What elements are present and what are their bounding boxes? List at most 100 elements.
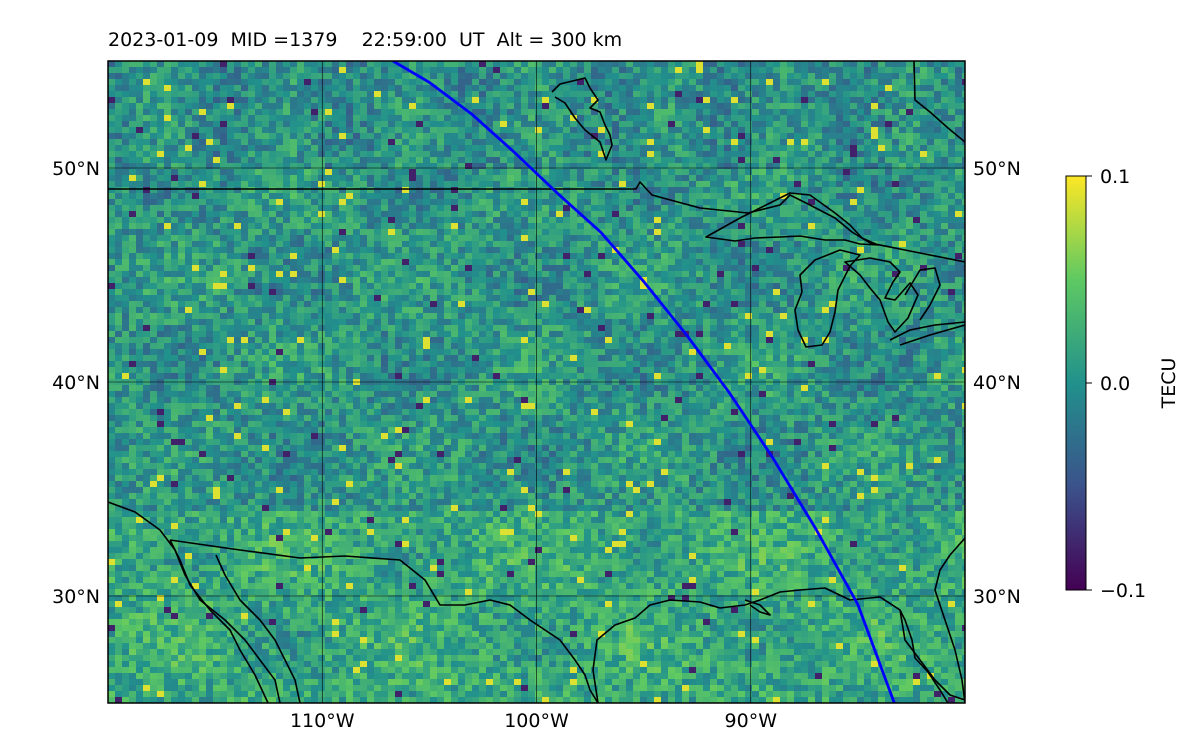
tec-cell <box>752 187 760 194</box>
tec-cell <box>584 223 592 230</box>
tec-cell <box>829 259 837 266</box>
tec-cell <box>556 259 564 266</box>
tec-cell <box>290 235 298 242</box>
tec-cell <box>227 283 235 290</box>
tec-cell <box>374 133 382 140</box>
tec-cell <box>689 127 697 134</box>
tec-cell <box>913 91 921 98</box>
tec-cell <box>437 253 445 260</box>
tec-cell <box>234 67 242 74</box>
tec-cell <box>850 217 858 224</box>
tec-cell <box>927 91 935 98</box>
tec-cell <box>346 67 354 74</box>
tec-cell <box>444 139 452 146</box>
tec-cell <box>304 181 312 188</box>
tec-cell <box>927 115 935 122</box>
tec-cell <box>794 271 802 278</box>
tec-cell <box>955 73 963 80</box>
tec-cell <box>941 157 949 164</box>
tec-cell <box>836 139 844 146</box>
tec-cell <box>290 283 298 290</box>
tec-cell <box>913 115 921 122</box>
tec-cell <box>479 205 487 212</box>
tec-cell <box>241 73 249 80</box>
tec-cell <box>850 277 858 284</box>
tec-cell <box>486 277 494 284</box>
tec-cell <box>304 289 312 296</box>
tec-cell <box>402 151 410 158</box>
tec-cell <box>192 277 200 284</box>
tec-cell <box>745 259 753 266</box>
tec-cell <box>731 157 739 164</box>
tec-cell <box>528 169 536 176</box>
tec-cell <box>731 181 739 188</box>
tec-cell <box>962 163 965 170</box>
tec-cell <box>829 133 837 140</box>
tec-cell <box>591 61 599 68</box>
tec-cell <box>934 205 942 212</box>
tec-cell <box>227 193 235 200</box>
tec-cell <box>269 289 277 296</box>
tec-cell <box>213 61 221 68</box>
tec-cell <box>633 97 641 104</box>
tec-cell <box>444 277 452 284</box>
tec-cell <box>654 151 662 158</box>
tec-cell <box>360 265 368 272</box>
tec-cell <box>346 109 354 116</box>
tec-cell <box>465 175 473 182</box>
tec-cell <box>227 67 235 74</box>
tec-cell <box>255 151 263 158</box>
tec-cell <box>864 97 872 104</box>
tec-cell <box>724 163 732 170</box>
tec-cell <box>472 67 480 74</box>
tec-cell <box>577 241 585 248</box>
tec-cell <box>339 145 347 152</box>
tec-cell <box>129 133 137 140</box>
tec-cell <box>122 139 130 146</box>
tec-cell <box>402 169 410 176</box>
tec-cell <box>962 139 965 146</box>
tec-cell <box>500 181 508 188</box>
tec-cell <box>647 253 655 260</box>
tec-cell <box>199 157 207 164</box>
tec-cell <box>192 181 200 188</box>
tec-cell <box>465 235 473 242</box>
tec-cell <box>696 169 704 176</box>
tec-cell <box>934 61 942 68</box>
tec-cell <box>416 223 424 230</box>
tec-cell <box>171 241 179 248</box>
tec-cell <box>661 73 669 80</box>
tec-cell <box>906 235 914 242</box>
tec-cell <box>157 109 165 116</box>
tec-cell <box>612 163 620 170</box>
tec-cell <box>752 223 760 230</box>
tec-cell <box>626 175 634 182</box>
tec-cell <box>227 85 235 92</box>
tec-cell <box>542 199 550 206</box>
tec-cell <box>647 157 655 164</box>
tec-cell <box>871 181 879 188</box>
tec-cell <box>325 91 333 98</box>
tec-cell <box>255 157 263 164</box>
tec-cell <box>283 151 291 158</box>
tec-cell <box>353 241 361 248</box>
tec-cell <box>374 229 382 236</box>
tec-cell <box>549 289 557 296</box>
tec-cell <box>402 199 410 206</box>
tec-cell <box>920 265 928 272</box>
tec-cell <box>346 295 354 302</box>
tec-cell <box>661 283 669 290</box>
tec-cell <box>955 193 963 200</box>
tec-cell <box>864 259 872 266</box>
tec-cell <box>808 271 816 278</box>
tec-cell <box>941 67 949 74</box>
tec-cell <box>451 277 459 284</box>
tec-cell <box>598 163 606 170</box>
tec-cell <box>164 169 172 176</box>
tec-cell <box>423 301 431 308</box>
tec-cell <box>325 121 333 128</box>
tec-cell <box>241 157 249 164</box>
tec-cell <box>262 169 270 176</box>
tec-cell <box>332 223 340 230</box>
tec-cell <box>759 175 767 182</box>
